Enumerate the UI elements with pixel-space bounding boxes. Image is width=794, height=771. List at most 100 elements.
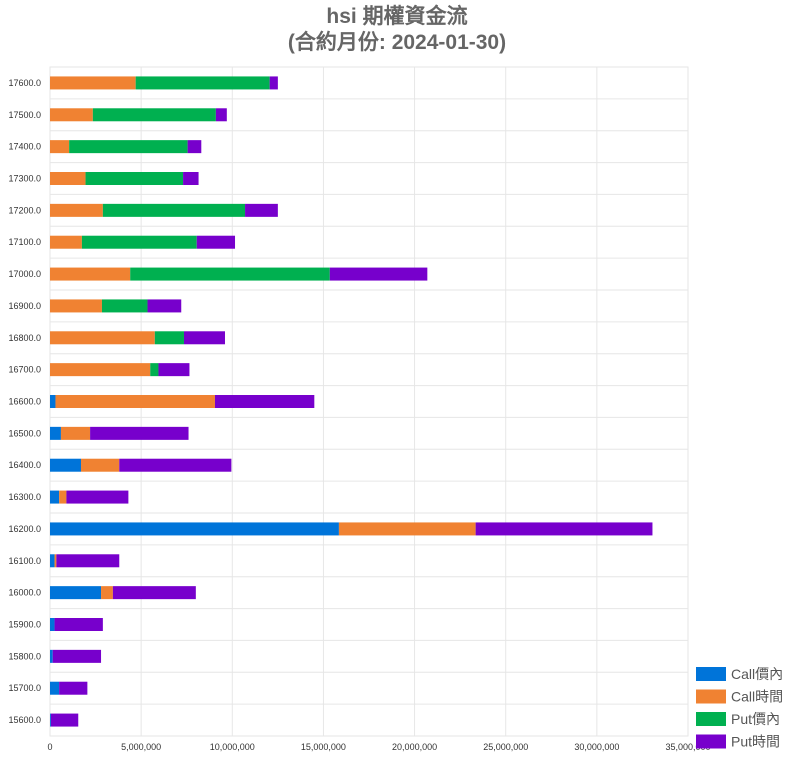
bar-segment xyxy=(269,76,278,90)
x-tick-label: 35,000,000 xyxy=(665,742,710,752)
x-tick-label: 25,000,000 xyxy=(483,742,528,752)
bar-segment xyxy=(50,203,103,217)
bar-segment xyxy=(214,395,315,408)
y-tick-label: 17600.0 xyxy=(8,78,41,88)
bar-segment xyxy=(119,458,232,472)
chart-title: hsi 期權資金流 xyxy=(326,5,468,28)
y-tick-label: 16300.0 xyxy=(8,492,41,502)
bar-segment xyxy=(135,76,270,90)
y-tick-label: 15900.0 xyxy=(8,620,41,630)
legend-swatch xyxy=(696,734,726,749)
x-tick-label: 20,000,000 xyxy=(392,742,437,752)
bar-segment xyxy=(50,586,102,600)
legend-label: Put價內 xyxy=(731,711,780,727)
bar-segment xyxy=(50,363,151,377)
bar-segment xyxy=(50,267,131,281)
bar-segment xyxy=(50,649,53,663)
bar-segment xyxy=(50,426,61,440)
legend-label: Put時間 xyxy=(731,734,780,750)
bar-segment xyxy=(50,681,60,695)
x-tick-label: 5,000,000 xyxy=(121,742,161,752)
bar-segment xyxy=(50,554,55,568)
bar-segment xyxy=(69,140,188,154)
bar-segment xyxy=(59,490,67,504)
bar-segment xyxy=(50,331,155,345)
bar-segment xyxy=(329,267,428,281)
bar-segment xyxy=(50,713,51,727)
bar-segment xyxy=(150,363,159,377)
bar-segment xyxy=(50,172,86,185)
bar-segment xyxy=(187,140,202,154)
bar-segment xyxy=(50,140,70,154)
bar-segment xyxy=(81,235,197,249)
y-tick-label: 17400.0 xyxy=(8,142,41,152)
y-tick-label: 16700.0 xyxy=(8,365,41,375)
y-tick-label: 17500.0 xyxy=(8,110,41,120)
x-tick-label: 30,000,000 xyxy=(574,742,619,752)
bar-segment xyxy=(56,554,120,568)
bar-segment xyxy=(50,522,339,536)
bar-segment xyxy=(154,331,184,345)
bar-segment xyxy=(85,172,184,185)
bar-segment xyxy=(50,395,56,408)
bar-segment xyxy=(50,235,82,249)
bar-segment xyxy=(52,649,102,663)
y-tick-label: 16500.0 xyxy=(8,428,41,438)
y-tick-label: 16400.0 xyxy=(8,460,41,470)
bar-segment xyxy=(183,331,225,345)
legend-label: Call價內 xyxy=(731,666,783,682)
bar-segment xyxy=(60,426,91,440)
y-tick-label: 16800.0 xyxy=(8,333,41,343)
bar-segment xyxy=(54,554,57,568)
bar-segment xyxy=(475,522,653,536)
chart-title-block: hsi 期權資金流 (合約月份: 2024-01-30) xyxy=(0,4,794,56)
y-tick-label: 16100.0 xyxy=(8,556,41,566)
y-tick-label: 15800.0 xyxy=(8,651,41,661)
y-tick-label: 17300.0 xyxy=(8,174,41,184)
bar-segment xyxy=(50,490,60,504)
bar-segment xyxy=(147,299,182,313)
bar-segment xyxy=(50,76,136,90)
x-tick-label: 0 xyxy=(47,742,52,752)
bar-segment xyxy=(338,522,476,536)
bar-segment xyxy=(102,203,246,217)
bar-segment xyxy=(158,363,190,377)
x-tick-label: 15,000,000 xyxy=(301,742,346,752)
bar-segment xyxy=(215,108,227,122)
y-tick-label: 16600.0 xyxy=(8,397,41,407)
bar-segment xyxy=(130,267,330,281)
y-tick-label: 16000.0 xyxy=(8,588,41,598)
bar-segment xyxy=(245,203,278,217)
legend-swatch xyxy=(696,712,726,726)
y-tick-label: 15600.0 xyxy=(8,715,41,725)
y-tick-label: 16900.0 xyxy=(8,301,41,311)
y-tick-label: 16200.0 xyxy=(8,524,41,534)
bar-segment xyxy=(101,586,113,600)
bar-segment xyxy=(50,299,102,313)
bar-segment xyxy=(90,426,189,440)
bar-segment xyxy=(59,681,88,695)
legend-swatch xyxy=(696,689,726,704)
bar-segment xyxy=(55,395,215,408)
bar-segment xyxy=(112,586,196,600)
bar-segment xyxy=(80,458,120,472)
bar-segment xyxy=(101,299,148,313)
legend-label: Call時間 xyxy=(731,689,783,705)
bar-segment xyxy=(50,108,93,122)
x-tick-label: 10,000,000 xyxy=(210,742,255,752)
bar-segment xyxy=(92,108,216,122)
bar-segment xyxy=(50,458,81,472)
bar-segment xyxy=(196,235,236,249)
bar-segment xyxy=(66,490,129,504)
bar-segment xyxy=(50,713,79,727)
bar-segment xyxy=(54,618,103,631)
legend-swatch xyxy=(696,667,726,681)
y-tick-label: 17000.0 xyxy=(8,269,41,279)
bar-segment xyxy=(50,618,55,631)
y-tick-label: 15700.0 xyxy=(8,683,41,693)
bar-segment xyxy=(183,172,199,185)
y-tick-label: 17100.0 xyxy=(8,237,41,247)
chart-subtitle: (合約月份: 2024-01-30) xyxy=(287,31,507,54)
y-tick-label: 17200.0 xyxy=(8,205,41,215)
